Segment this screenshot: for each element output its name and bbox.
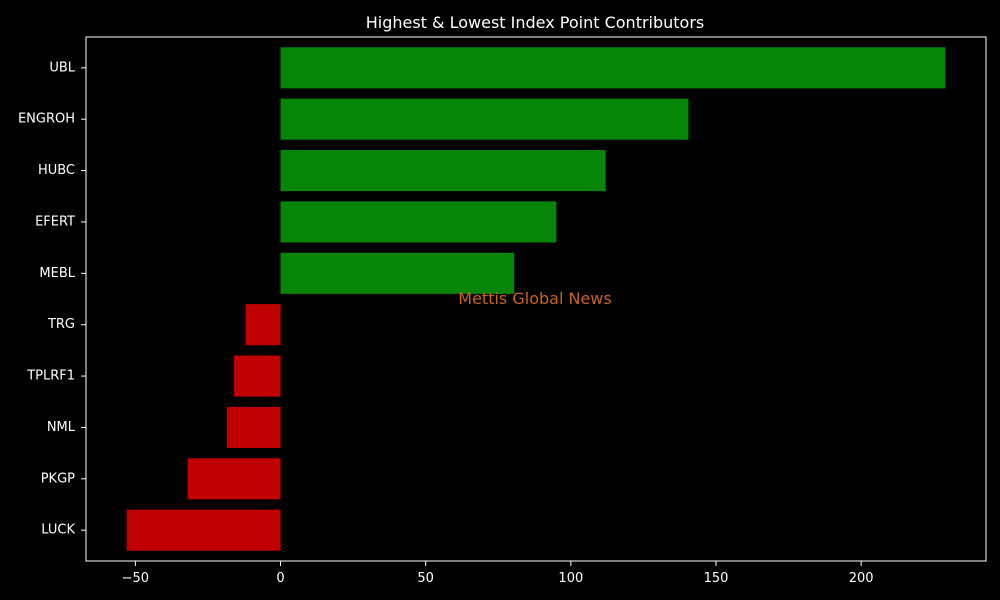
x-tick-label: 0 <box>276 571 284 586</box>
bar-trg <box>245 304 281 346</box>
x-tick-label: 50 <box>417 571 434 586</box>
plot-frame <box>85 36 987 562</box>
bars-group <box>126 47 946 551</box>
y-axis: UBL ENGROH HUBC EFERT MEBL TRG TPLRF1 NML PKGP LU… <box>18 60 86 538</box>
y-tick-label-ubl: UBL <box>49 60 75 75</box>
bar-ubl <box>280 47 946 89</box>
x-tick-label: 150 <box>704 571 729 586</box>
y-tick-label-pkgp: PKGP <box>41 471 75 486</box>
bar-efert <box>280 201 557 243</box>
x-axis: −50 0 50 100 150 200 <box>122 561 874 586</box>
watermark-text: Mettis Global News <box>458 289 611 308</box>
y-tick-label-engroh: ENGROH <box>18 112 75 127</box>
bar-tplrf1 <box>234 355 281 397</box>
bar-hubc <box>280 150 606 192</box>
bar-mebl <box>280 252 515 294</box>
bar-luck <box>126 509 281 551</box>
bar-pkgp <box>187 458 281 500</box>
x-tick-label: 200 <box>849 571 874 586</box>
y-tick-label-luck: LUCK <box>41 523 75 538</box>
y-tick-label-efert: EFERT <box>35 214 75 229</box>
bar-nml <box>226 406 281 448</box>
chart-title: Highest & Lowest Index Point Contributor… <box>366 13 705 32</box>
y-tick-label-nml: NML <box>47 420 76 435</box>
x-tick-label: 100 <box>558 571 583 586</box>
bar-engroh <box>280 98 689 140</box>
y-tick-label-mebl: MEBL <box>39 266 75 281</box>
y-tick-label-tplrf1: TPLRF1 <box>26 369 75 384</box>
y-tick-label-hubc: HUBC <box>38 163 75 178</box>
x-tick-label: −50 <box>122 571 149 586</box>
y-tick-label-trg: TRG <box>47 317 75 332</box>
